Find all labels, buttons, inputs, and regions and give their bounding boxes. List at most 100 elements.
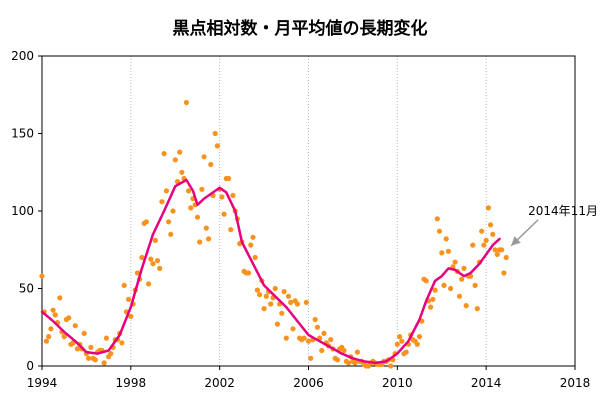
monthly-point (263, 293, 269, 299)
monthly-point (43, 338, 50, 344)
monthly-point (50, 307, 56, 313)
monthly-point (397, 334, 403, 340)
monthly-point (281, 289, 287, 295)
monthly-point (288, 299, 294, 305)
monthly-point (439, 250, 445, 256)
x-axis-ticks: 1994 1998 2002 2006 2010 2014 2018 (27, 366, 590, 390)
x-tick-label: 2006 (293, 376, 324, 390)
monthly-point (481, 242, 487, 248)
monthly-point (268, 301, 274, 307)
monthly-point (219, 194, 225, 200)
monthly-point (488, 222, 494, 228)
monthly-points (39, 99, 509, 369)
monthly-point (101, 360, 107, 366)
monthly-point (81, 330, 87, 336)
monthly-point (436, 228, 443, 234)
monthly-point (305, 338, 312, 344)
monthly-point (245, 270, 252, 276)
monthly-point (463, 303, 469, 309)
monthly-point (74, 346, 81, 352)
monthly-point (159, 199, 165, 205)
monthly-point (483, 237, 489, 243)
monthly-point (470, 242, 476, 248)
monthly-point (199, 186, 205, 192)
monthly-point (445, 248, 451, 254)
monthly-point (485, 205, 491, 211)
monthly-point (183, 99, 189, 106)
monthly-point (157, 265, 163, 271)
monthly-point (188, 205, 194, 211)
monthly-point (272, 285, 278, 292)
y-tick-label: 100 (11, 204, 34, 218)
monthly-point (314, 324, 320, 330)
monthly-point (490, 231, 496, 237)
monthly-point (214, 143, 220, 149)
monthly-point (86, 355, 92, 361)
monthly-point (308, 355, 314, 361)
monthly-point (148, 256, 154, 262)
annotation-arrowhead (511, 236, 521, 246)
monthly-point (319, 347, 325, 354)
monthly-point (203, 225, 209, 231)
monthly-point (88, 344, 94, 350)
monthly-point (501, 270, 507, 276)
monthly-point (186, 188, 192, 194)
monthly-point (414, 341, 420, 347)
monthly-point (46, 334, 52, 340)
monthly-point (472, 282, 478, 288)
monthly-point (126, 296, 132, 302)
chart-title: 黒点相対数・月平均値の長期変化 (173, 18, 428, 39)
monthly-point (139, 254, 145, 261)
monthly-point (303, 299, 309, 305)
monthly-point (432, 287, 438, 293)
monthly-point (250, 234, 256, 240)
x-tick-label: 1998 (116, 376, 147, 390)
y-axis-ticks: 0 50 100 150 200 (11, 49, 42, 373)
monthly-point (212, 130, 218, 137)
monthly-point (172, 157, 178, 163)
monthly-point (459, 276, 465, 282)
x-tick-label: 2014 (471, 376, 502, 390)
monthly-point (441, 282, 447, 288)
monthly-point (152, 237, 158, 243)
x-tick-label: 1994 (27, 376, 58, 390)
monthly-point (221, 211, 227, 217)
monthly-point (121, 282, 127, 288)
y-tick-label: 50 (19, 282, 34, 296)
monthly-point (197, 239, 203, 245)
monthly-point (119, 340, 125, 346)
monthly-point (230, 192, 236, 199)
monthly-point (170, 208, 176, 214)
y-tick-label: 200 (11, 49, 34, 63)
monthly-point (416, 334, 423, 340)
monthly-point (290, 326, 296, 332)
monthly-point (448, 285, 454, 292)
monthly-point (134, 270, 141, 276)
monthly-point (328, 337, 334, 343)
monthly-point (494, 251, 500, 257)
monthly-point (352, 360, 358, 366)
monthly-point (474, 306, 480, 312)
monthly-point (92, 357, 98, 363)
monthly-point (52, 312, 58, 318)
monthly-point (301, 335, 307, 341)
monthly-point (163, 188, 169, 194)
monthly-point (321, 330, 327, 336)
smoothed-line (40, 178, 501, 365)
monthly-point (312, 316, 318, 323)
annotation: 2014年11月 (510, 204, 598, 247)
monthly-point (206, 236, 212, 242)
y-tick-label: 150 (11, 127, 34, 141)
monthly-point (168, 231, 174, 237)
monthly-point (228, 227, 234, 233)
monthly-point (283, 335, 289, 341)
monthly-point (108, 351, 114, 357)
monthly-point (177, 149, 183, 155)
monthly-point (499, 247, 505, 253)
monthly-point (443, 236, 449, 242)
monthly-point (461, 265, 467, 271)
monthly-point (430, 296, 436, 302)
monthly-point (103, 335, 109, 341)
annotation-label: 2014年11月 (528, 204, 598, 218)
